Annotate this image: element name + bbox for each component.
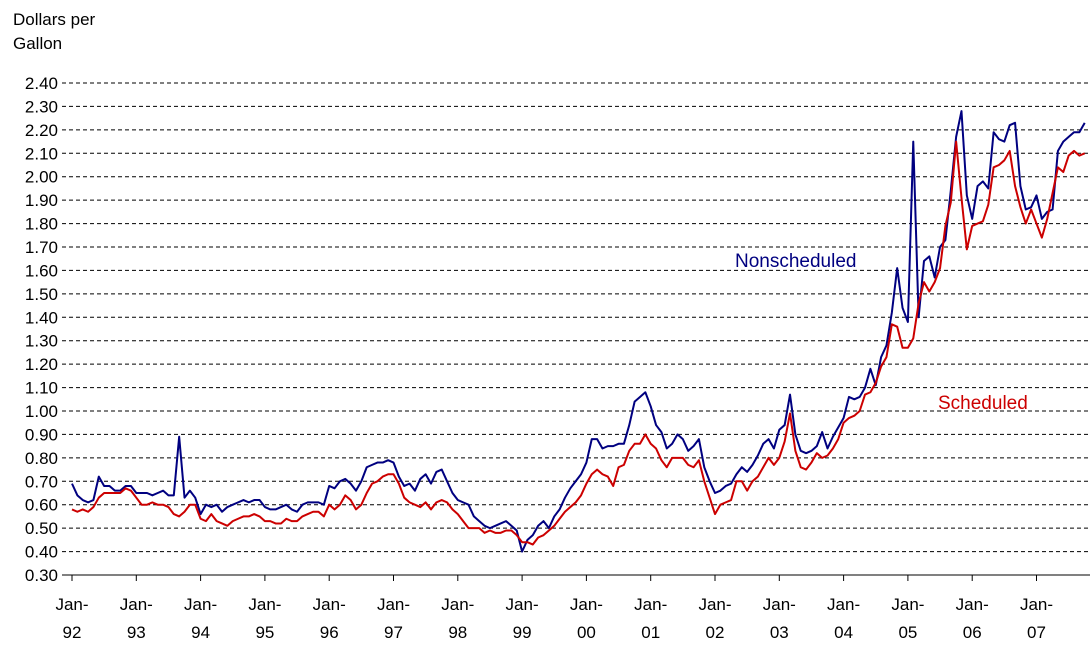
series-line <box>71 110 1086 553</box>
x-tick-label: Jan-01 <box>634 595 667 642</box>
y-tick-label: 2.30 <box>25 97 58 116</box>
x-tick-label: Jan-98 <box>441 595 474 642</box>
x-tick-label: Jan-02 <box>698 595 731 642</box>
y-tick-label: 1.00 <box>25 402 58 421</box>
x-tick-label: Jan-96 <box>313 595 346 642</box>
x-tick-label: Jan-93 <box>120 595 153 642</box>
y-tick-label: 0.40 <box>25 543 58 562</box>
x-tick-label: Jan-92 <box>55 595 88 642</box>
series-label: Nonscheduled <box>735 251 856 272</box>
y-tick-label: 2.10 <box>25 144 58 163</box>
y-tick-label: 1.40 <box>25 308 58 327</box>
x-tick-label: Jan-06 <box>956 595 989 642</box>
series-line <box>71 140 1086 546</box>
y-tick-label: 0.60 <box>25 496 58 515</box>
x-tick-label: Jan-95 <box>248 595 281 642</box>
y-tick-label: 1.80 <box>25 215 58 234</box>
y-tick-label: 2.20 <box>25 121 58 140</box>
y-tick-label: 0.30 <box>25 566 58 585</box>
x-tick-label: Jan-99 <box>506 595 539 642</box>
y-tick-label: 2.40 <box>25 74 58 93</box>
y-tick-label: 1.30 <box>25 332 58 351</box>
x-tick-label: Jan-05 <box>891 595 924 642</box>
x-tick-label: Jan-00 <box>570 595 603 642</box>
y-axis-label: Dollars per Gallon <box>13 10 100 53</box>
y-tick-label: 1.60 <box>25 261 58 280</box>
y-tick-label: 1.90 <box>25 191 58 210</box>
y-tick-label: 0.90 <box>25 425 58 444</box>
y-tick-label: 1.20 <box>25 355 58 374</box>
series-label: Scheduled <box>938 393 1028 414</box>
y-tick-label: 0.80 <box>25 449 58 468</box>
x-tick-label: Jan-07 <box>1020 595 1053 642</box>
x-tick-label: Jan-97 <box>377 595 410 642</box>
x-tick-label: Jan-04 <box>827 595 860 642</box>
x-tick-label: Jan-94 <box>184 595 217 642</box>
y-tick-label: 2.00 <box>25 168 58 187</box>
y-tick-label: 1.50 <box>25 285 58 304</box>
y-tick-label: 1.70 <box>25 238 58 257</box>
y-tick-label: 0.50 <box>25 519 58 538</box>
y-tick-label: 1.10 <box>25 379 58 398</box>
x-tick-label: Jan-03 <box>763 595 796 642</box>
y-tick-label: 0.70 <box>25 472 58 491</box>
